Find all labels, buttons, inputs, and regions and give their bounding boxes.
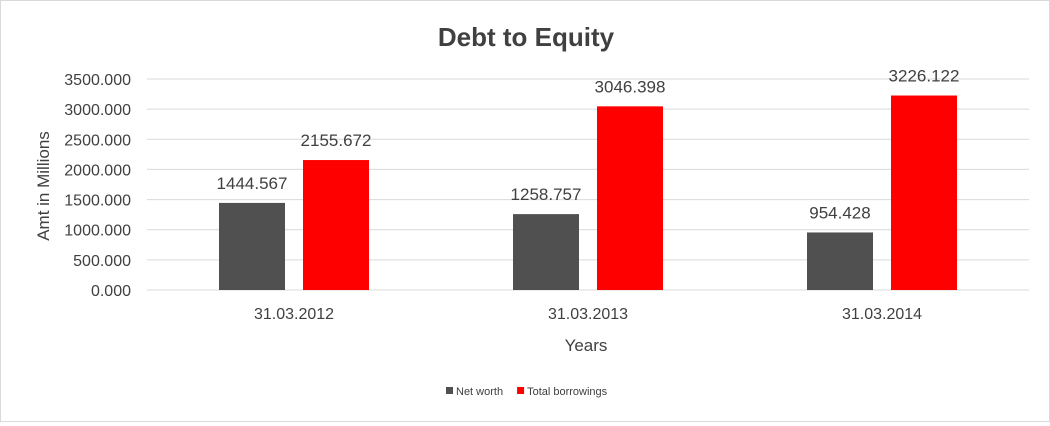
x-tick-label: 31.03.2013 xyxy=(548,306,628,323)
x-tick-label: 31.03.2014 xyxy=(842,306,922,323)
bar-total-borrowings xyxy=(597,106,663,290)
bar-net-worth xyxy=(807,232,873,290)
data-label: 2155.672 xyxy=(301,131,372,150)
legend-label: Net worth xyxy=(456,386,503,398)
x-tick-labels: 31.03.2012 31.03.2013 31.03.2014 xyxy=(254,306,922,323)
bars xyxy=(219,95,957,291)
y-tick-label: 2000.000 xyxy=(64,162,131,179)
y-tick-label: 3500.000 xyxy=(64,72,131,89)
bar-total-borrowings xyxy=(303,160,369,290)
y-tick-label: 2500.000 xyxy=(64,132,131,149)
bar-total-borrowings xyxy=(891,95,957,291)
y-tick-labels: 0.000 500.000 1000.000 1500.000 2000.000 2500… xyxy=(64,72,131,300)
data-label: 3226.122 xyxy=(889,67,960,86)
data-label: 1258.757 xyxy=(511,185,582,204)
y-axis-title: Amt in Millions xyxy=(34,131,53,241)
data-label: 954.428 xyxy=(809,203,870,222)
y-tick-label: 500.000 xyxy=(73,253,131,270)
gridlines xyxy=(147,78,1029,291)
legend-label: Total borrowings xyxy=(527,386,608,398)
bar-net-worth xyxy=(219,202,285,290)
bar-net-worth xyxy=(513,214,579,290)
data-labels: 1444.567 2155.672 1258.757 3046.398 954.428 3… xyxy=(217,67,960,223)
legend-swatch xyxy=(446,387,453,394)
data-label: 3046.398 xyxy=(595,77,666,96)
y-tick-label: 1500.000 xyxy=(64,193,131,210)
legend-swatch xyxy=(517,387,525,394)
x-axis-title: Years xyxy=(565,336,608,355)
y-tick-label: 0.000 xyxy=(91,283,131,300)
y-tick-label: 1000.000 xyxy=(64,223,131,240)
chart-title: Debt to Equity xyxy=(438,22,615,52)
data-label: 1444.567 xyxy=(217,174,288,193)
y-tick-label: 3000.000 xyxy=(64,102,131,119)
legend: Net worth Total borrowings xyxy=(446,386,608,398)
x-tick-label: 31.03.2012 xyxy=(254,306,334,323)
